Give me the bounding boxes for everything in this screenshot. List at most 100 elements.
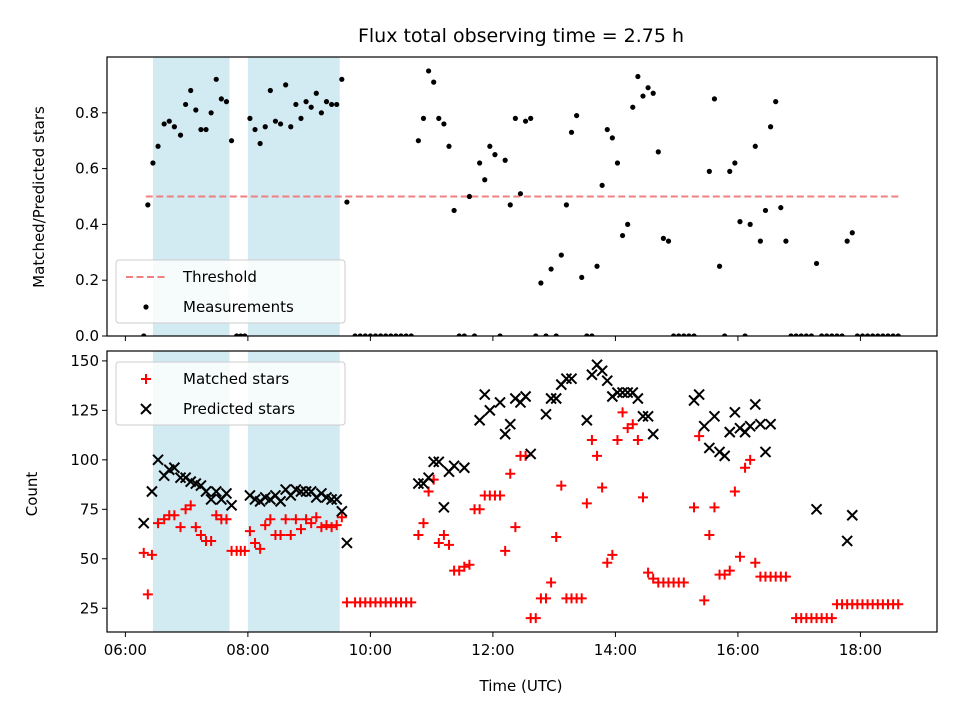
- measurement-point: [415, 138, 421, 144]
- measurement-point: [737, 219, 743, 225]
- x-tick-label: 12:00: [471, 641, 514, 659]
- matched-star-point: [316, 522, 327, 533]
- predicted-star-point: [448, 460, 460, 472]
- predicted-star-point: [560, 372, 573, 385]
- measurement-point: [640, 93, 646, 99]
- predicted-star-point: [200, 485, 212, 498]
- matched-star-point: [704, 530, 715, 541]
- predicted-star-point: [210, 485, 222, 498]
- measurement-point: [625, 221, 631, 227]
- measurement-point: [870, 333, 876, 336]
- x-tick-label: 08:00: [226, 641, 269, 659]
- measurement-point: [183, 101, 189, 108]
- matched-star-point: [510, 522, 521, 533]
- matched-star-point: [607, 549, 618, 560]
- matched-star-point: [780, 571, 791, 582]
- predicted-star-point: [703, 442, 716, 454]
- bottom-panel: Count Time (UTC) 25 50 75 100 125 150 06:00 08:…: [23, 350, 938, 695]
- matched-star-point: [474, 504, 485, 515]
- matched-star-point: [724, 565, 735, 576]
- matched-star-point: [433, 537, 444, 548]
- measurement-point: [558, 252, 564, 258]
- measurement-point: [378, 333, 384, 336]
- measurement-point: [895, 333, 901, 336]
- matched-star-point: [689, 502, 700, 513]
- measurement-point: [193, 107, 199, 113]
- predicted-star-point: [718, 450, 731, 462]
- measurement-point: [665, 238, 672, 244]
- predicted-star-point: [205, 493, 217, 506]
- predicted-star-point: [637, 410, 649, 423]
- predicted-star-point: [616, 386, 629, 399]
- measurement-point: [773, 99, 779, 105]
- matched-star-point: [826, 613, 837, 624]
- predicted-star-point: [274, 495, 287, 508]
- matched-star-point: [413, 530, 424, 541]
- matched-star-point: [750, 557, 761, 568]
- matched-star-point: [540, 593, 551, 604]
- top-panel: Flux total observing time = 2.75 h Match…: [30, 25, 938, 345]
- predicted-star-point: [519, 390, 532, 403]
- measurement-point: [408, 333, 414, 336]
- predicted-star-point: [621, 386, 634, 399]
- plot-area: [141, 57, 902, 336]
- measurement-point: [594, 263, 600, 269]
- measurement-point: [829, 333, 835, 336]
- predicted-star-point: [325, 493, 338, 506]
- measurement-point: [645, 85, 651, 91]
- matched-star-point: [729, 486, 740, 497]
- matched-star-point: [602, 557, 613, 568]
- predicted-star-point: [545, 392, 557, 405]
- predicted-star-point: [295, 485, 307, 498]
- measurement-point: [660, 235, 666, 241]
- matched-star-point: [206, 535, 217, 546]
- matched-star-point: [464, 559, 475, 570]
- measurement-point: [477, 160, 483, 166]
- measurement-point: [451, 207, 457, 214]
- predicted-star-point: [504, 418, 516, 430]
- matched-star-point: [175, 522, 186, 533]
- measurement-point: [403, 333, 409, 336]
- predicted-star-point: [458, 462, 471, 474]
- measurement-point: [767, 124, 774, 130]
- matched-star-point: [694, 431, 705, 442]
- predicted-star-point: [759, 446, 772, 458]
- predicted-star-point: [300, 485, 312, 498]
- matched-star-point: [612, 435, 623, 446]
- measurement-point: [727, 168, 733, 174]
- matched-star-point: [438, 530, 449, 541]
- matched-star-point: [244, 526, 255, 537]
- measurement-point: [145, 202, 151, 208]
- measurement-point: [609, 135, 615, 141]
- measurement-point: [441, 121, 447, 127]
- measurement-point: [798, 333, 804, 336]
- matched-star-point: [406, 597, 417, 608]
- matched-star-point: [195, 530, 206, 541]
- x-tick-label: 06:00: [104, 641, 147, 659]
- predicted-star-point: [341, 537, 353, 549]
- matched-star-point: [169, 510, 180, 521]
- predicted-star-point: [540, 408, 552, 421]
- predicted-star-point: [473, 414, 486, 426]
- measurement-point: [372, 333, 379, 336]
- measurement-point: [528, 115, 534, 121]
- measurement-point: [635, 73, 641, 80]
- measurement-point: [538, 280, 544, 286]
- measurement-point: [676, 333, 682, 336]
- predicted-star-point: [220, 487, 233, 500]
- matched-star-point: [709, 502, 720, 513]
- measurement-point: [431, 79, 437, 85]
- measurement-point: [323, 99, 330, 105]
- y-tick-label: 100: [70, 451, 99, 469]
- predicted-star-point: [494, 396, 506, 409]
- predicted-star-point: [754, 418, 767, 430]
- legend-matched-swatch: [141, 374, 151, 384]
- legend-measurement-swatch: [143, 304, 149, 310]
- measurement-point: [155, 143, 161, 149]
- matched-star-point: [551, 532, 562, 543]
- matched-star-point: [260, 520, 271, 531]
- x-tick-label: 16:00: [716, 641, 759, 659]
- measurement-point: [563, 202, 570, 208]
- measurement-point: [436, 115, 442, 121]
